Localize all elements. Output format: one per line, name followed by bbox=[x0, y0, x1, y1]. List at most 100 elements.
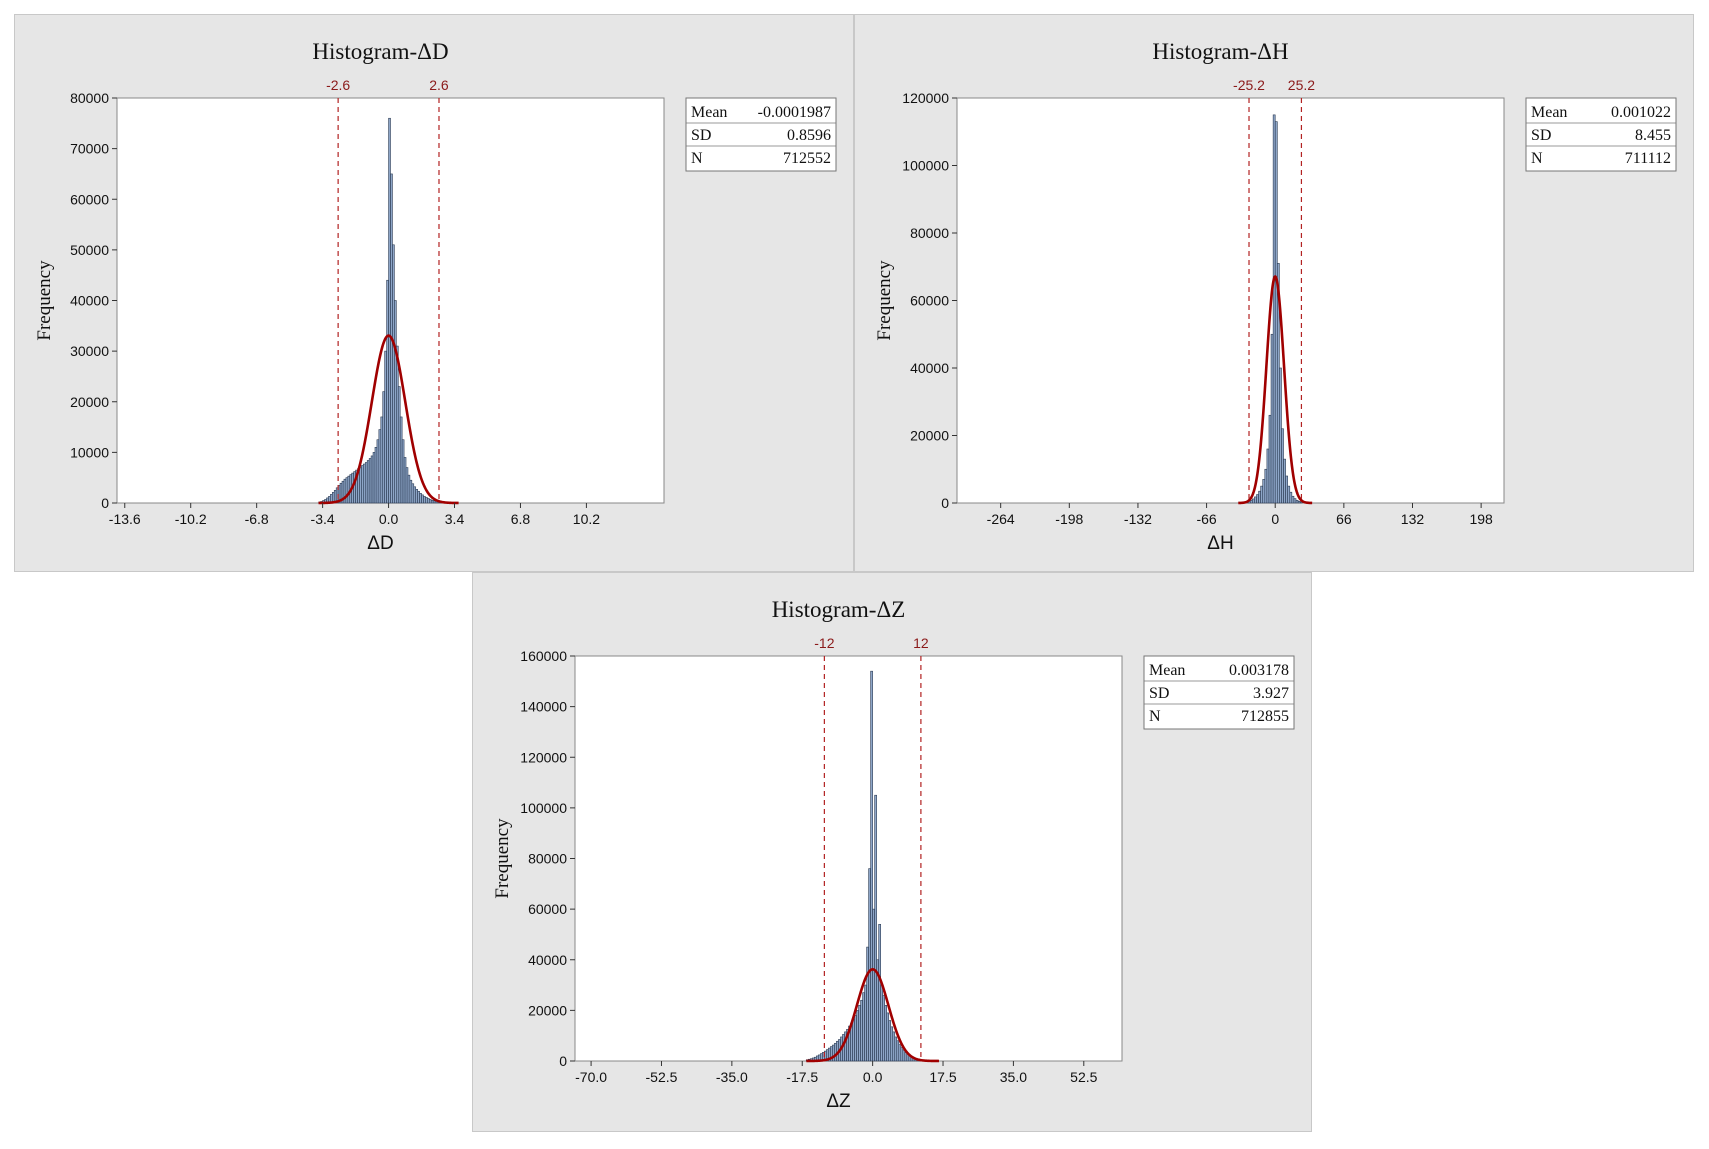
histogram-panel-delta-d: Histogram-ΔD -2.6 2.6 0 10000 20000 30000 40000… bbox=[14, 14, 854, 572]
x-tick-label: 132 bbox=[1401, 511, 1425, 527]
x-tick-label: -17.5 bbox=[786, 1069, 818, 1085]
histogram-bar bbox=[870, 670, 873, 1062]
x-tick-label: 0 bbox=[1271, 511, 1279, 527]
reference-line-label: 2.6 bbox=[429, 77, 449, 93]
histogram-bar bbox=[880, 984, 883, 1062]
histogram-bar bbox=[902, 1049, 906, 1062]
histogram-panel-delta-h: Histogram-ΔH -25.2 25.2 0 20000 40000 60000 800… bbox=[854, 14, 1694, 572]
y-tick-label: 120000 bbox=[520, 749, 567, 765]
histogram-bar bbox=[856, 1010, 859, 1062]
histogram-bar bbox=[1249, 499, 1253, 504]
x-tick-label: 198 bbox=[1469, 511, 1493, 527]
histogram-bar bbox=[852, 1018, 855, 1062]
stat-value: 3.927 bbox=[1253, 685, 1289, 702]
y-tick-label: 80000 bbox=[70, 90, 109, 106]
histogram-bar bbox=[864, 984, 867, 1062]
histogram-bar bbox=[896, 1040, 900, 1062]
reference-line-label: 12 bbox=[913, 635, 929, 651]
histogram-bar bbox=[1289, 491, 1293, 504]
histogram-bar bbox=[1281, 428, 1284, 504]
y-tick-label: 100000 bbox=[520, 800, 567, 816]
histogram-bar bbox=[882, 994, 885, 1062]
stat-value: 0.001022 bbox=[1611, 104, 1671, 121]
y-tick-label: 60000 bbox=[70, 191, 109, 207]
chart-title: Histogram-ΔZ bbox=[772, 597, 906, 622]
histogram-bar bbox=[894, 1036, 898, 1062]
stats-legend-box: Mean 0.003178 SD 3.927 N 712855 bbox=[1143, 655, 1295, 730]
x-tick-label: 6.8 bbox=[511, 511, 531, 527]
y-tick-label: 20000 bbox=[528, 1002, 567, 1018]
y-tick-label: 20000 bbox=[910, 428, 949, 444]
chart-title: Histogram-ΔD bbox=[312, 39, 448, 64]
y-tick-label: 30000 bbox=[70, 343, 109, 359]
y-axis-label: Frequency bbox=[492, 818, 513, 899]
histogram-chart-delta-d: Histogram-ΔD -2.6 2.6 0 10000 20000 30000 40000… bbox=[34, 39, 837, 554]
x-tick-label: -132 bbox=[1124, 511, 1152, 527]
histogram-bar bbox=[1266, 448, 1270, 504]
normal-fit-curve bbox=[1238, 275, 1313, 505]
histogram-bar bbox=[886, 1012, 890, 1062]
x-tick-label: 17.5 bbox=[929, 1069, 956, 1085]
reference-line-label: 25.2 bbox=[1288, 77, 1315, 93]
stat-name: Mean bbox=[691, 104, 727, 121]
stat-value: 711112 bbox=[1625, 150, 1671, 167]
plot-area bbox=[956, 97, 1505, 504]
histogram-bar bbox=[1287, 485, 1291, 504]
y-tick-label: 0 bbox=[559, 1053, 567, 1069]
y-tick-label: 80000 bbox=[910, 225, 949, 241]
reference-line-label: -12 bbox=[814, 635, 834, 651]
histogram-panel-delta-z: Histogram-ΔZ -12 12 0 20000 40000 60000 80000 10… bbox=[472, 572, 1312, 1132]
stats-legend-box: Mean -0.0001987 SD 0.8596 N 712552 bbox=[685, 97, 837, 172]
histogram-bar bbox=[1279, 367, 1282, 504]
stat-name: N bbox=[1149, 708, 1161, 725]
x-axis-label: ΔH bbox=[1207, 533, 1233, 554]
x-tick-label: 66 bbox=[1336, 511, 1352, 527]
histogram-bar bbox=[868, 868, 871, 1062]
stat-name: Mean bbox=[1149, 662, 1185, 679]
stat-name: N bbox=[691, 150, 703, 167]
histogram-bar bbox=[1264, 468, 1268, 504]
stat-value: 0.003178 bbox=[1229, 662, 1289, 679]
stat-name: SD bbox=[1531, 127, 1551, 144]
histogram-bar bbox=[858, 1005, 861, 1062]
histogram-bar bbox=[862, 992, 865, 1062]
histogram-bar bbox=[1252, 498, 1255, 504]
normal-fit-curve bbox=[318, 334, 459, 505]
y-tick-label: 140000 bbox=[520, 699, 567, 715]
histogram-bar bbox=[866, 946, 869, 1062]
histogram-bar bbox=[888, 1020, 892, 1062]
chart-title: Histogram-ΔH bbox=[1152, 39, 1288, 64]
bars bbox=[1245, 114, 1303, 504]
histogram-bar bbox=[1270, 333, 1274, 504]
histogram-bar bbox=[872, 908, 875, 1062]
y-tick-label: 80000 bbox=[528, 851, 567, 867]
reference-line-label: -2.6 bbox=[326, 77, 350, 93]
y-tick-label: 40000 bbox=[528, 952, 567, 968]
stat-name: SD bbox=[1149, 685, 1169, 702]
stat-value: 712552 bbox=[783, 150, 831, 167]
histogram-bar bbox=[854, 1015, 857, 1062]
x-tick-label: -35.0 bbox=[716, 1069, 748, 1085]
stat-value: -0.0001987 bbox=[758, 104, 831, 121]
stat-value: 0.8596 bbox=[787, 127, 831, 144]
x-tick-label: -198 bbox=[1055, 511, 1083, 527]
histogram-bar bbox=[892, 1031, 896, 1062]
x-tick-label: 3.4 bbox=[445, 511, 465, 527]
y-tick-label: 20000 bbox=[70, 394, 109, 410]
y-tick-label: 10000 bbox=[70, 444, 109, 460]
y-tick-label: 60000 bbox=[528, 901, 567, 917]
x-tick-label: -66 bbox=[1196, 511, 1216, 527]
x-tick-label: -52.5 bbox=[646, 1069, 678, 1085]
histogram-bar bbox=[1254, 496, 1257, 504]
histogram-bar bbox=[1293, 498, 1297, 504]
x-tick-label: 0.0 bbox=[379, 511, 399, 527]
histogram-bar bbox=[1256, 494, 1259, 504]
histogram-bar bbox=[1285, 475, 1288, 504]
y-tick-label: 40000 bbox=[70, 293, 109, 309]
x-tick-label: 35.0 bbox=[1000, 1069, 1027, 1085]
x-tick-label: 52.5 bbox=[1070, 1069, 1097, 1085]
histogram-bar bbox=[1268, 414, 1272, 504]
histogram-bar bbox=[1297, 501, 1301, 504]
x-tick-label: -10.2 bbox=[175, 511, 207, 527]
y-tick-label: 0 bbox=[101, 495, 109, 511]
